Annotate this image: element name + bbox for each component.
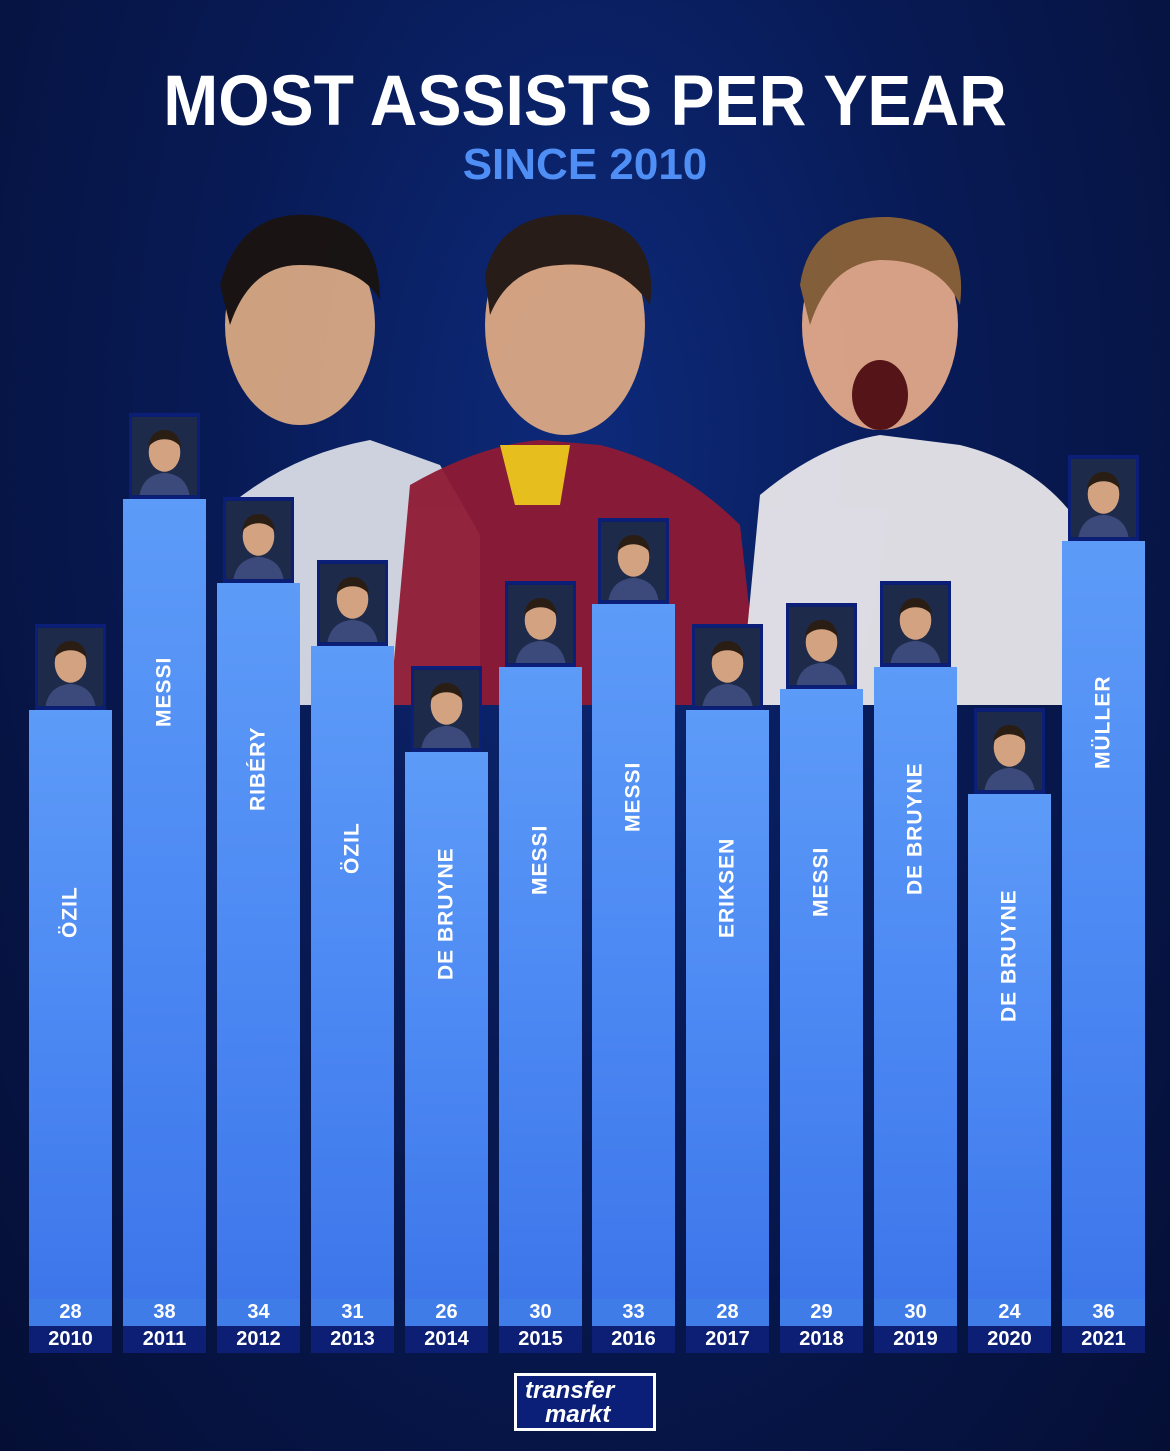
bar-player-label: DE BRUYNE — [903, 762, 927, 895]
bar-2019: DE BRUYNE — [874, 667, 957, 1299]
bar-player-label: DE BRUYNE — [434, 847, 458, 980]
bar-player-label: ERIKSEN — [715, 837, 739, 938]
year-tick-label: 2017 — [686, 1326, 769, 1353]
year-tick-label: 2018 — [780, 1326, 863, 1353]
year-tick-label: 2019 — [874, 1326, 957, 1353]
bar-value-label: 28 — [29, 1299, 112, 1326]
year-tick-label: 2021 — [1062, 1326, 1145, 1353]
bar-value-label: 30 — [874, 1299, 957, 1326]
bar-value-label: 36 — [1062, 1299, 1145, 1326]
player-photo — [786, 603, 857, 689]
bar-2010: ÖZIL — [29, 710, 112, 1299]
year-tick-label: 2014 — [405, 1326, 488, 1353]
bar-player-label: MESSI — [528, 824, 552, 895]
player-photo — [35, 624, 106, 710]
logo-line-1: transfer — [525, 1377, 615, 1404]
bar-player-label: RIBÉRY — [246, 726, 270, 811]
bar-player-label: MÜLLER — [1091, 675, 1115, 770]
bar-2018: MESSI — [780, 689, 863, 1299]
bar-2014: DE BRUYNE — [405, 752, 488, 1299]
year-tick-label: 2011 — [123, 1326, 206, 1353]
bar-value-label: 34 — [217, 1299, 300, 1326]
bar-player-label: ÖZIL — [340, 822, 364, 874]
bar-player-label: ÖZIL — [58, 886, 82, 938]
year-tick-label: 2015 — [499, 1326, 582, 1353]
year-tick-label: 2016 — [592, 1326, 675, 1353]
transfermarkt-logo: transfer markt — [514, 1373, 656, 1431]
bar-value-label: 29 — [780, 1299, 863, 1326]
player-photo — [129, 413, 200, 499]
bar-2013: ÖZIL — [311, 646, 394, 1299]
player-photo — [317, 560, 388, 646]
player-photo — [880, 581, 951, 667]
year-tick-label: 2012 — [217, 1326, 300, 1353]
player-photo — [1068, 455, 1139, 541]
bar-value-label: 26 — [405, 1299, 488, 1326]
year-tick-label: 2013 — [311, 1326, 394, 1353]
bar-2021: MÜLLER — [1062, 541, 1145, 1299]
bar-value-label: 30 — [499, 1299, 582, 1326]
bar-value-label: 31 — [311, 1299, 394, 1326]
player-photo — [411, 666, 482, 752]
chart-subtitle: SINCE 2010 — [462, 140, 708, 189]
player-photo — [974, 708, 1045, 794]
bar-2015: MESSI — [499, 667, 582, 1299]
year-tick-label: 2020 — [968, 1326, 1051, 1353]
bar-player-label: MESSI — [152, 656, 176, 727]
bar-2012: RIBÉRY — [217, 583, 300, 1299]
bar-player-label: DE BRUYNE — [997, 889, 1021, 1022]
bar-2016: MESSI — [592, 604, 675, 1299]
bar-player-label: MESSI — [809, 846, 833, 917]
bar-player-label: MESSI — [621, 761, 645, 832]
bar-2020: DE BRUYNE — [968, 794, 1051, 1299]
bar-value-label: 24 — [968, 1299, 1051, 1326]
bar-2017: ERIKSEN — [686, 710, 769, 1299]
year-tick-label: 2010 — [29, 1326, 112, 1353]
bar-value-label: 38 — [123, 1299, 206, 1326]
bar-value-label: 28 — [686, 1299, 769, 1326]
bar-value-label: 33 — [592, 1299, 675, 1326]
player-photo — [692, 624, 763, 710]
player-photo — [223, 497, 294, 583]
chart-title: MOST ASSISTS PER YEAR — [163, 60, 1007, 140]
player-photo — [505, 581, 576, 667]
logo-line-2: markt — [545, 1401, 611, 1428]
player-photo — [598, 518, 669, 604]
bar-2011: MESSI — [123, 499, 206, 1299]
